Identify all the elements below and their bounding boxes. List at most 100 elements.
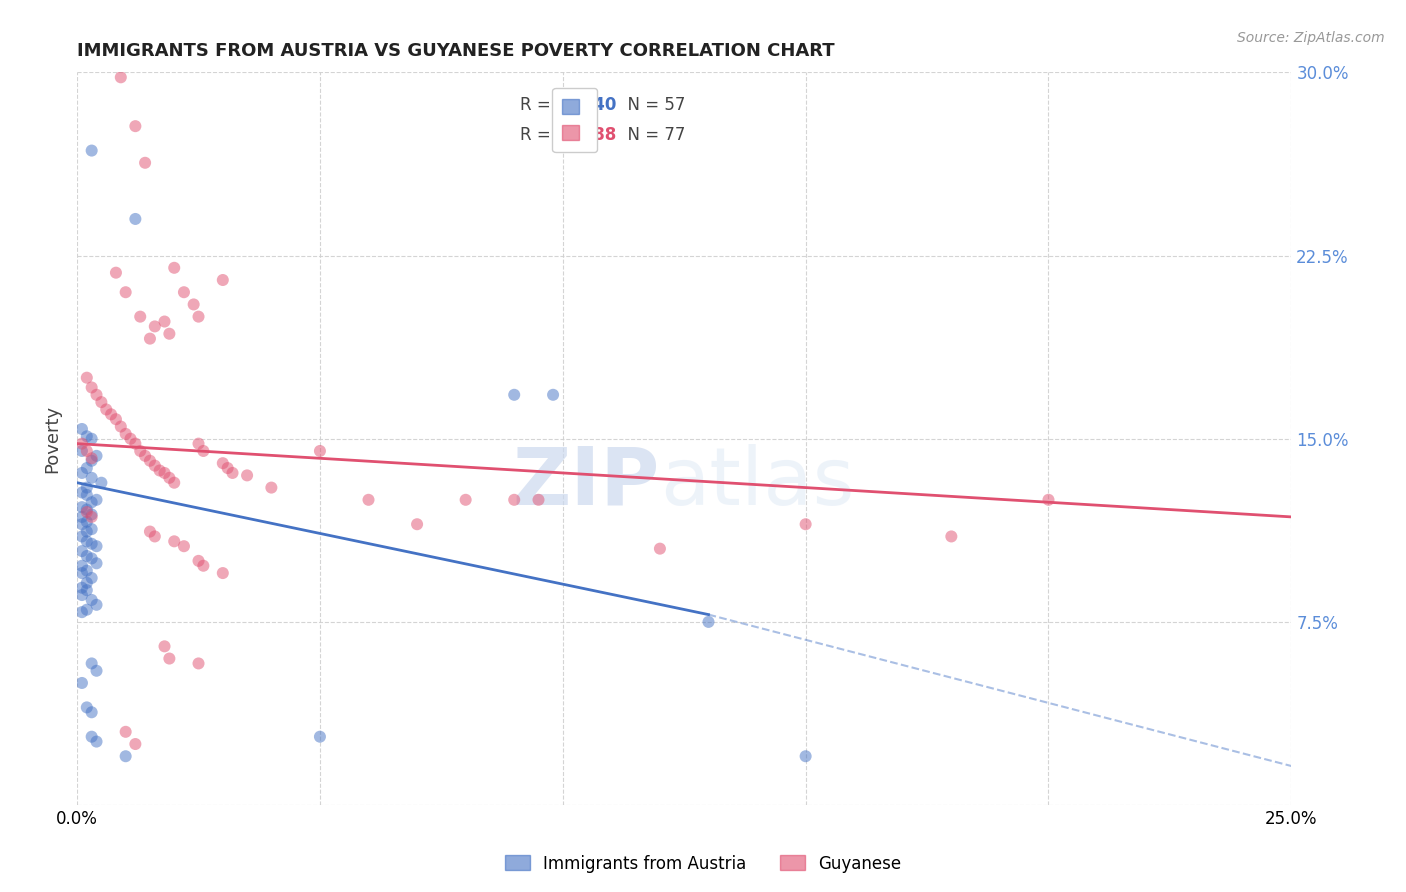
Point [794, 749, 817, 764]
Point [86, 734, 108, 748]
Point [187, 657, 209, 671]
Point [76, 583, 98, 598]
Point [80, 593, 103, 607]
Point [86, 598, 108, 612]
Point [406, 517, 429, 532]
Point [80, 706, 103, 720]
Point [80, 380, 103, 394]
Point [183, 297, 205, 311]
Point [70, 544, 93, 558]
Point [70, 466, 93, 480]
Point [86, 492, 108, 507]
Point [114, 749, 136, 764]
Point [173, 285, 195, 300]
Text: atlas: atlas [659, 443, 855, 522]
Point [76, 700, 98, 714]
Point [76, 461, 98, 475]
Point [357, 492, 380, 507]
Text: R =: R = [520, 126, 557, 144]
Point [114, 426, 136, 441]
Point [124, 211, 146, 226]
Point [70, 444, 93, 458]
Point [104, 412, 127, 426]
Point [70, 581, 93, 595]
Point [153, 314, 176, 328]
Point [110, 419, 132, 434]
Point [80, 537, 103, 551]
Point [129, 310, 152, 324]
Point [193, 558, 215, 573]
Text: -0.140: -0.140 [557, 96, 616, 114]
Point [76, 502, 98, 516]
Point [173, 539, 195, 553]
Point [86, 449, 108, 463]
Point [221, 466, 243, 480]
Point [503, 492, 526, 507]
Point [163, 475, 186, 490]
Point [114, 285, 136, 300]
Point [70, 676, 93, 690]
Point [139, 454, 162, 468]
Point [503, 388, 526, 402]
Point [124, 737, 146, 751]
Point [236, 468, 259, 483]
Point [211, 273, 233, 287]
Text: R =: R = [520, 96, 557, 114]
Point [527, 492, 550, 507]
Point [110, 70, 132, 85]
Point [104, 266, 127, 280]
Point [124, 436, 146, 450]
Point [80, 432, 103, 446]
Point [80, 730, 103, 744]
Text: N = 77: N = 77 [617, 126, 686, 144]
Point [1038, 492, 1060, 507]
Point [76, 505, 98, 519]
Point [70, 422, 93, 436]
Point [80, 471, 103, 485]
Point [76, 429, 98, 443]
Point [211, 456, 233, 470]
Point [149, 463, 172, 477]
Point [187, 436, 209, 450]
Point [260, 481, 283, 495]
Point [193, 444, 215, 458]
Point [309, 444, 332, 458]
Point [139, 524, 162, 539]
Point [70, 529, 93, 543]
Point [70, 436, 93, 450]
Point [80, 657, 103, 671]
Point [90, 395, 112, 409]
Point [80, 551, 103, 566]
Point [211, 566, 233, 580]
Point [143, 319, 166, 334]
Legend: , : , [553, 88, 598, 153]
Point [70, 509, 93, 524]
Text: N = 57: N = 57 [617, 96, 686, 114]
Point [70, 500, 93, 515]
Point [70, 485, 93, 500]
Point [70, 517, 93, 532]
Text: Source: ZipAtlas.com: Source: ZipAtlas.com [1237, 31, 1385, 45]
Point [70, 566, 93, 580]
Point [80, 571, 103, 585]
Point [70, 588, 93, 602]
Point [80, 509, 103, 524]
Point [134, 155, 156, 169]
Point [76, 575, 98, 590]
Point [114, 724, 136, 739]
Point [76, 444, 98, 458]
Point [157, 326, 180, 341]
Point [80, 508, 103, 522]
Point [187, 310, 209, 324]
Point [143, 529, 166, 543]
Point [76, 564, 98, 578]
Legend: Immigrants from Austria, Guyanese: Immigrants from Austria, Guyanese [498, 848, 908, 880]
Point [454, 492, 477, 507]
Y-axis label: Poverty: Poverty [44, 405, 60, 473]
Point [76, 549, 98, 563]
Point [86, 539, 108, 553]
Point [153, 466, 176, 480]
Point [86, 664, 108, 678]
Point [187, 554, 209, 568]
Point [139, 332, 162, 346]
